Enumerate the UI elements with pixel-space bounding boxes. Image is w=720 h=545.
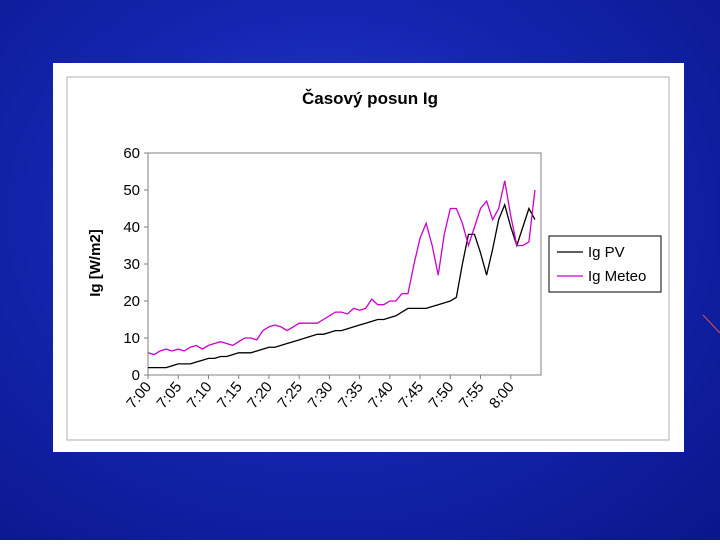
y-axis-label: Ig [W/m2] xyxy=(87,229,104,297)
legend-label: Ig Meteo xyxy=(588,268,646,285)
y-tick-label: 60 xyxy=(123,145,140,162)
chart-border xyxy=(66,76,670,441)
chart-title: Časový posun Ig xyxy=(302,89,438,108)
y-tick-label: 20 xyxy=(123,293,140,310)
y-tick-label: 0 xyxy=(132,367,140,384)
data-line xyxy=(148,202,536,369)
y-tick-label: 40 xyxy=(123,219,140,236)
y-tick-label: 30 xyxy=(123,256,140,273)
legend-label: Ig PV xyxy=(588,244,625,261)
decoration-line xyxy=(702,314,720,334)
data-line xyxy=(147,180,536,356)
y-tick-label: 10 xyxy=(123,330,140,347)
y-tick-label: 50 xyxy=(123,182,140,199)
plot-area xyxy=(147,152,542,376)
legend-box xyxy=(548,235,662,293)
